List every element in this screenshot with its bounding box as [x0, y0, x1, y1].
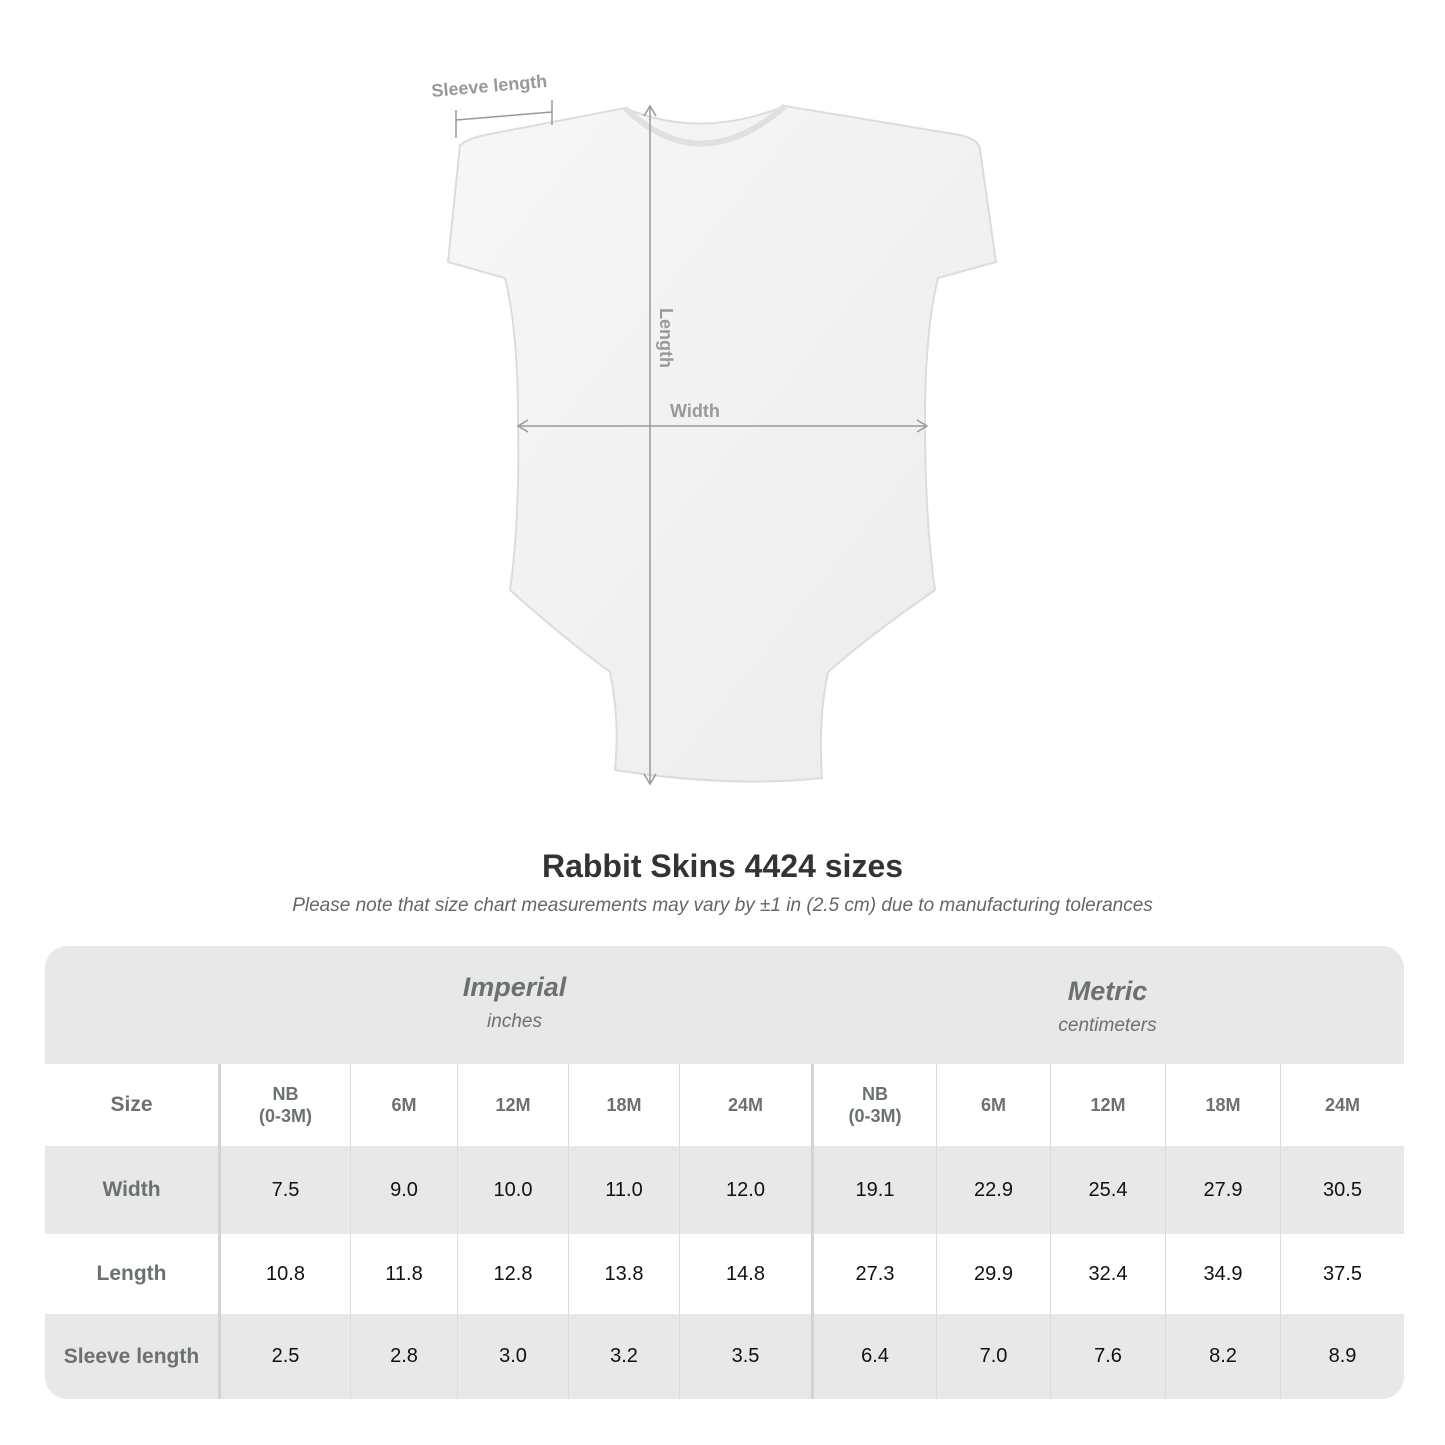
width-label: Width [670, 401, 720, 421]
measurement-cell: 37.5 [1280, 1234, 1404, 1314]
measurement-cell: 3.2 [568, 1314, 679, 1399]
measurement-cell: 3.0 [457, 1314, 568, 1399]
group-name: Metric [1067, 976, 1148, 1006]
measurement-cell: 11.0 [568, 1146, 679, 1234]
length-label: Length [656, 308, 676, 368]
measurement-cell: 2.8 [350, 1314, 457, 1399]
size-column-header: 18M [568, 1064, 679, 1146]
measurement-cell: 10.0 [457, 1146, 568, 1234]
measurement-cell: 29.9 [936, 1234, 1050, 1314]
size-column-header: 6M [936, 1064, 1050, 1146]
measurement-cell: 22.9 [936, 1146, 1050, 1234]
size-header-text: 6M [391, 1095, 417, 1115]
size-column-header: 12M [1050, 1064, 1165, 1146]
size-label: Size [110, 1093, 153, 1116]
onesie-illustration: Sleeve length Length Width [431, 71, 998, 786]
group-unit: inches [487, 1011, 542, 1032]
size-header-text: 18M [1205, 1095, 1241, 1115]
measurement-cell: 27.9 [1165, 1146, 1280, 1234]
width-annotation: Width [516, 401, 929, 433]
size-column-header: NB (0-3M) [218, 1064, 350, 1146]
onesie-shape [446, 104, 998, 783]
measurement-cell: 2.5 [218, 1314, 350, 1399]
table-row: Width 7.5 9.0 10.0 11.0 12.0 19.1 22.9 25.4 27.9 3… [45, 1146, 1404, 1234]
length-annotation: Length [643, 104, 676, 786]
measurement-cell: 12.8 [457, 1234, 568, 1314]
size-header-text: NB [272, 1084, 299, 1104]
size-header-text: 24M [1324, 1095, 1360, 1115]
size-header-text: 18M [606, 1095, 642, 1115]
size-header-text: (0-3M) [259, 1106, 312, 1126]
size-header-text: 6M [980, 1095, 1006, 1115]
measurement-cell: 6.4 [811, 1314, 936, 1399]
table-row: Length 10.8 11.8 12.8 13.8 14.8 27.3 29.9 32.4 34… [45, 1234, 1404, 1314]
measurement-cell: 8.9 [1280, 1314, 1404, 1399]
size-column-header: 24M [1280, 1064, 1404, 1146]
measurement-cell: 25.4 [1050, 1146, 1165, 1234]
tolerance-note: Please note that size chart measurements… [292, 895, 1153, 916]
group-metric: Metric centimeters [811, 946, 1404, 1094]
measurement-cell: 30.5 [1280, 1146, 1404, 1234]
size-header-text: 24M [727, 1095, 763, 1115]
size-column-header: NB (0-3M) [811, 1064, 936, 1146]
size-column-header: 24M [679, 1064, 811, 1146]
group-name: Imperial [462, 972, 567, 1002]
size-header-text: 12M [1090, 1095, 1126, 1115]
table-row: Sleeve length 2.5 2.8 3.0 3.2 3.5 6.4 7.0 7.6 8.2… [45, 1314, 1404, 1399]
row-label: Width [102, 1178, 161, 1201]
measurement-cell: 12.0 [679, 1146, 811, 1234]
size-chart-table: Imperial inches Metric centimeters Size N… [45, 946, 1404, 1399]
row-label: Length [96, 1262, 167, 1285]
size-header-text: (0-3M) [848, 1106, 902, 1126]
measurement-cell: 34.9 [1165, 1234, 1280, 1314]
size-column-header: 12M [457, 1064, 568, 1146]
measurement-cell: 19.1 [811, 1146, 936, 1234]
measurement-cell: 11.8 [350, 1234, 457, 1314]
measurement-cell: 10.8 [218, 1234, 350, 1314]
measurement-cell: 3.5 [679, 1314, 811, 1399]
group-imperial: Imperial inches [218, 946, 811, 1090]
measurement-cell: 9.0 [350, 1146, 457, 1234]
sleeve-length-label: Sleeve length [431, 71, 548, 101]
measurement-cell: 8.2 [1165, 1314, 1280, 1399]
size-header-text: 12M [495, 1095, 531, 1115]
size-column-header: 18M [1165, 1064, 1280, 1146]
measurement-cell: 7.0 [936, 1314, 1050, 1399]
size-header-text: NB [862, 1084, 888, 1104]
measurement-cell: 7.6 [1050, 1314, 1165, 1399]
measurement-cell: 27.3 [811, 1234, 936, 1314]
page-title: Rabbit Skins 4424 sizes [541, 848, 904, 884]
group-unit: centimeters [1058, 1015, 1157, 1036]
measurement-cell: 32.4 [1050, 1234, 1165, 1314]
measurement-cell: 14.8 [679, 1234, 811, 1314]
measurement-cell: 7.5 [218, 1146, 350, 1234]
size-column-header: 6M [350, 1064, 457, 1146]
row-label: Sleeve length [63, 1344, 200, 1368]
size-header-row: Size NB (0-3M) 6M 12M 18M 24M NB (0-3M) 6M 12M 18M 2… [45, 1064, 1404, 1146]
measurement-cell: 13.8 [568, 1234, 679, 1314]
